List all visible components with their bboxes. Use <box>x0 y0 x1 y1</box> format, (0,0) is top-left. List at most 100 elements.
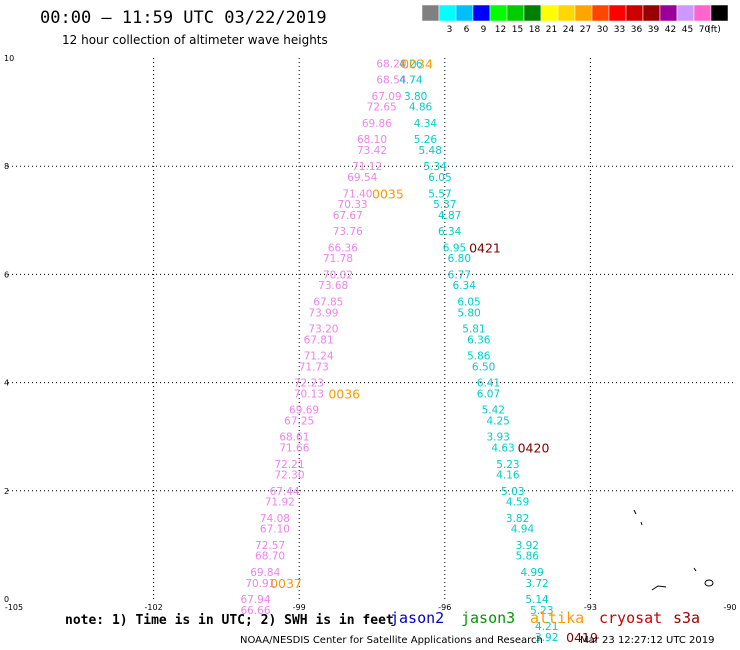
legend-jason3: jason3 <box>461 609 516 627</box>
swh-value-point: 3.92 <box>535 632 558 644</box>
swh-value-point: 6.95 <box>443 242 466 254</box>
swh-label-point: 67.09 <box>372 91 402 103</box>
swh-value-point: 5.81 <box>462 324 485 336</box>
swh-value-point: 6.36 <box>467 334 491 346</box>
swh-value-point: 3.82 <box>506 513 529 525</box>
coastline-marks <box>633 509 714 591</box>
swh-value-point: 4.87 <box>438 210 461 222</box>
axes: -105 -102 -99 -96 -93 -90 0 2 4 6 8 10 <box>4 54 737 612</box>
colorbar-label: 15 <box>512 25 523 35</box>
colorbar-swatch <box>455 4 474 22</box>
colorbar-unit: (ft) <box>707 25 721 35</box>
swh-label-point: 68.20 <box>376 58 406 70</box>
swh-label-point: 72.23 <box>294 378 324 390</box>
swh-label-point: 70.02 <box>323 269 353 281</box>
swh-value-point: 5.03 <box>501 486 524 498</box>
swh-label-point: 69.54 <box>347 172 377 184</box>
swh-value-point: 6.34 <box>438 226 462 238</box>
colorbar-swatch <box>523 4 542 22</box>
swh-label-point: 73.99 <box>308 307 338 319</box>
swh-label-point: 68.70 <box>255 551 285 563</box>
swh-value-point: 6.41 <box>477 378 500 390</box>
colorbar-swatch <box>591 4 610 22</box>
chart-subtitle: 12 hour collection of altimeter wave hei… <box>62 33 328 47</box>
swh-value-point: 4.26 <box>399 58 423 70</box>
swh-value-point: 5.23 <box>530 605 553 617</box>
swh-value-point: 5.86 <box>516 551 540 563</box>
swh-label-point: 73.42 <box>357 145 387 157</box>
colorbar-swatch <box>506 4 525 22</box>
colorbar-swatch <box>625 4 644 22</box>
swh-value-point: 3.80 <box>404 91 427 103</box>
swh-value-point: 3.72 <box>525 578 548 590</box>
swh-label-point: 70.13 <box>294 388 324 400</box>
swh-value-point: 4.25 <box>486 415 509 427</box>
x-tick-label: -99 <box>293 603 306 612</box>
swh-value-point: 4.86 <box>409 102 433 114</box>
legend-altika: altika <box>530 609 585 627</box>
swh-value-point: 5.26 <box>414 134 438 146</box>
chart-title: 00:00 – 11:59 UTC 03/22/2019 <box>40 8 327 28</box>
x-tick-label: -96 <box>438 603 451 612</box>
swh-label-point: 71.40 <box>342 188 372 200</box>
footer-timestamp: Mar 23 12:27:12 UTC 2019 <box>580 635 715 646</box>
x-tick-label: -102 <box>145 603 163 612</box>
swh-value-point: 5.48 <box>419 145 442 157</box>
swh-value-point: 6.50 <box>472 361 495 373</box>
colorbar-label: 45 <box>682 25 693 35</box>
y-tick-label: 4 <box>4 379 9 388</box>
swh-label-point: 66.66 <box>240 605 270 617</box>
footer-note: note: 1) Time is in UTC; 2) SWH is in fe… <box>65 613 394 628</box>
swh-value-point: 3.92 <box>516 540 539 552</box>
swh-label-point: 66.36 <box>328 242 358 254</box>
swh-label-point: 69.84 <box>250 567 280 579</box>
colorbar-swatch <box>540 4 559 22</box>
colorbar-label: 70 <box>699 25 711 35</box>
swh-value-point: 6.05 <box>457 296 480 308</box>
y-tick-label: 10 <box>4 54 14 63</box>
swh-value-point: 4.99 <box>520 567 543 579</box>
colorbar-swatch <box>642 4 661 22</box>
colorbar-swatch <box>659 4 678 22</box>
annotations: 0034 0035 0036 0037 0421 0420 0419 <box>270 56 598 644</box>
swh-value-point: 4.16 <box>496 470 520 482</box>
swh-label-point: 67.85 <box>313 296 343 308</box>
colorbar-label: 24 <box>563 25 575 35</box>
colorbar-label: 42 <box>665 25 676 35</box>
swh-label-point: 71.66 <box>279 443 309 455</box>
swh-label-point: 67.44 <box>270 486 300 498</box>
swh-label-point: 72.65 <box>367 102 397 114</box>
swh-value-point: 4.94 <box>511 524 535 536</box>
swh-value-point: 5.86 <box>467 351 491 363</box>
swh-label-point: 71.73 <box>299 361 329 373</box>
colorbar-label: 27 <box>580 25 591 35</box>
swh-label-point: 71.12 <box>352 161 382 173</box>
y-tick-label: 8 <box>4 162 9 171</box>
swh-value-point: 5.37 <box>433 199 456 211</box>
swh-label-point: 68.61 <box>279 432 309 444</box>
swh-label-point: 73.68 <box>318 280 348 292</box>
colorbar-label: 21 <box>546 25 557 35</box>
y-tick-label: 2 <box>4 487 9 496</box>
colorbar-swatch <box>608 4 627 22</box>
colorbar: 3 6 9 12 15 18 21 24 27 30 33 36 39 42 45 70(ft) <box>421 4 729 35</box>
swh-value-point: 4.74 <box>399 75 423 87</box>
swh-label-point: 69.86 <box>362 118 392 130</box>
colorbar-label: 30 <box>597 25 609 35</box>
time-annotation: 0421 <box>469 240 501 255</box>
colorbar-swatch <box>574 4 593 22</box>
time-annotation: 0420 <box>518 441 550 456</box>
swh-label-point: 68.54 <box>376 75 406 87</box>
footer-credit: NOAA/NESDIS Center for Satellite Applica… <box>240 635 543 646</box>
swh-label-point: 70.33 <box>338 199 368 211</box>
y-tick-label: 6 <box>4 270 9 279</box>
grid <box>8 58 736 599</box>
x-tick-label: -93 <box>584 603 597 612</box>
swh-value-point: 6.05 <box>428 172 451 184</box>
legend-jason2: jason2 <box>390 609 445 627</box>
swh-value-point: 4.63 <box>491 443 514 455</box>
colorbar-label: 39 <box>648 25 660 35</box>
colorbar-label: 36 <box>631 25 643 35</box>
